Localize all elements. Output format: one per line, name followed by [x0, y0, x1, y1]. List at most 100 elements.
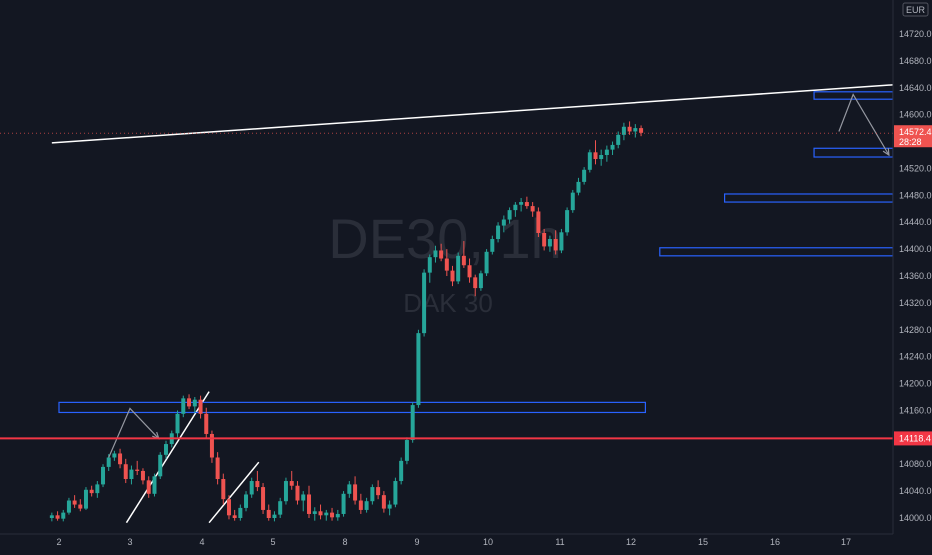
candle-102[interactable] — [633, 124, 638, 138]
candle-65[interactable] — [422, 269, 427, 337]
trendline-2[interactable] — [208, 461, 260, 524]
candle-53[interactable] — [353, 476, 358, 505]
time-axis-panel[interactable] — [0, 534, 932, 550]
candle-99[interactable] — [616, 131, 621, 149]
candle-11[interactable] — [112, 450, 117, 461]
candle-48[interactable] — [324, 509, 329, 521]
candle-41[interactable] — [283, 477, 288, 505]
candle-28[interactable] — [209, 430, 214, 463]
candle-50[interactable] — [335, 509, 340, 521]
candle-15[interactable] — [135, 460, 140, 475]
candle-56[interactable] — [370, 484, 375, 505]
candle-24[interactable] — [187, 394, 192, 410]
candle-36[interactable] — [255, 470, 260, 492]
candle-45[interactable] — [307, 485, 311, 518]
zone-0[interactable] — [58, 401, 647, 414]
candle-95[interactable] — [593, 140, 598, 165]
candle-62[interactable] — [404, 437, 409, 465]
candle-86[interactable] — [542, 228, 547, 251]
candle-67[interactable] — [433, 245, 438, 263]
candle-7[interactable] — [89, 485, 94, 497]
candle-70[interactable] — [450, 265, 455, 287]
candle-16[interactable] — [140, 468, 145, 485]
candle-34[interactable] — [244, 491, 249, 512]
candle-23[interactable] — [181, 395, 186, 418]
candle-60[interactable] — [393, 477, 398, 508]
zones[interactable] — [58, 91, 894, 414]
candle-33[interactable] — [238, 504, 243, 521]
candle-6[interactable] — [83, 487, 88, 510]
candle-37[interactable] — [261, 483, 266, 514]
candle-101[interactable] — [627, 121, 632, 135]
candle-22[interactable] — [175, 410, 180, 438]
candle-2[interactable] — [61, 509, 66, 522]
candle-47[interactable] — [318, 504, 323, 520]
price-axis-panel[interactable] — [893, 0, 932, 550]
arrows[interactable] — [108, 93, 890, 458]
candle-80[interactable] — [507, 207, 512, 224]
candle-90[interactable] — [565, 207, 570, 236]
candle-58[interactable] — [381, 491, 386, 513]
trendline-1[interactable] — [125, 391, 210, 524]
candle-76[interactable] — [484, 249, 489, 276]
candle-82[interactable] — [519, 198, 524, 212]
candle-17[interactable] — [146, 476, 151, 498]
candle-59[interactable] — [387, 500, 392, 516]
candle-52[interactable] — [347, 481, 352, 498]
candle-0[interactable] — [49, 512, 54, 522]
candle-81[interactable] — [513, 202, 518, 217]
candle-89[interactable] — [559, 228, 564, 254]
candle-18[interactable] — [152, 473, 157, 497]
candle-97[interactable] — [604, 145, 609, 162]
candle-66[interactable] — [427, 254, 432, 283]
candle-40[interactable] — [278, 497, 283, 518]
candle-30[interactable] — [221, 473, 226, 505]
candle-83[interactable] — [524, 196, 529, 209]
candle-100[interactable] — [621, 122, 626, 141]
candle-94[interactable] — [587, 149, 592, 173]
candle-9[interactable] — [101, 464, 106, 488]
candle-35[interactable] — [249, 477, 254, 498]
candle-92[interactable] — [576, 177, 581, 196]
price-levels[interactable] — [0, 132, 893, 440]
candle-93[interactable] — [582, 167, 587, 185]
candles[interactable] — [49, 121, 644, 522]
arrow-path-1[interactable] — [838, 93, 890, 156]
candle-98[interactable] — [610, 141, 615, 155]
candle-42[interactable] — [289, 470, 294, 490]
candle-25[interactable] — [192, 397, 197, 414]
candle-96[interactable] — [599, 149, 604, 166]
candle-54[interactable] — [358, 493, 363, 514]
candle-4[interactable] — [72, 495, 77, 508]
candle-1[interactable] — [55, 511, 60, 521]
candle-49[interactable] — [330, 507, 335, 521]
candle-73[interactable] — [467, 258, 472, 283]
candle-88[interactable] — [553, 230, 558, 255]
currency-badge[interactable]: EUR — [902, 2, 929, 17]
candle-43[interactable] — [295, 481, 300, 505]
candle-13[interactable] — [123, 458, 128, 484]
candle-77[interactable] — [490, 235, 495, 255]
candle-75[interactable] — [478, 270, 483, 291]
candle-20[interactable] — [164, 440, 168, 459]
candle-39[interactable] — [272, 511, 277, 522]
candle-69[interactable] — [444, 249, 449, 276]
candle-79[interactable] — [501, 215, 506, 233]
candle-103[interactable] — [639, 125, 644, 137]
candle-87[interactable] — [547, 235, 552, 252]
candle-63[interactable] — [410, 402, 415, 443]
candle-78[interactable] — [496, 222, 501, 243]
candle-32[interactable] — [232, 509, 237, 521]
candle-51[interactable] — [341, 491, 346, 517]
candle-84[interactable] — [530, 202, 535, 217]
currency-badge-box[interactable] — [902, 2, 929, 17]
candle-64[interactable] — [416, 329, 421, 408]
candle-26[interactable] — [198, 395, 203, 419]
candle-31[interactable] — [226, 495, 231, 520]
candle-55[interactable] — [364, 497, 369, 513]
trendlines[interactable] — [51, 56, 932, 524]
candle-61[interactable] — [399, 457, 404, 485]
